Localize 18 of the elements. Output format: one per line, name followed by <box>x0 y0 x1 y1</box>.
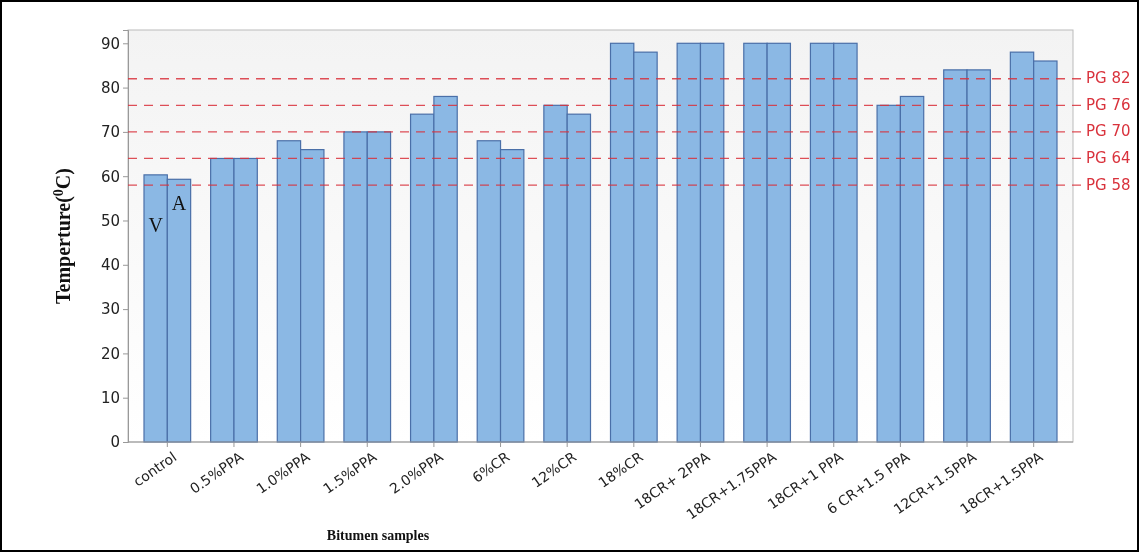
y-tick-label: 90 <box>100 34 120 53</box>
y-tick-label: 30 <box>100 300 120 319</box>
x-axis-title: Bitumen samples <box>326 528 430 543</box>
ref-line-label: PG 58 <box>1086 175 1131 194</box>
y-tick-label: 80 <box>100 78 120 97</box>
ref-line-label: PG 64 <box>1086 148 1131 167</box>
annotation: V <box>148 213 164 236</box>
y-tick-label: 70 <box>100 123 120 142</box>
y-tick-label: 50 <box>100 211 120 230</box>
ref-line-label: PG 70 <box>1086 122 1131 141</box>
ref-line-label: PG 82 <box>1086 69 1131 88</box>
y-tick-label: 10 <box>100 389 120 407</box>
annotation: A <box>171 191 187 214</box>
y-tick-label: 20 <box>100 344 120 363</box>
y-tick-label: 40 <box>100 256 120 275</box>
y-tick-label: 60 <box>100 167 120 186</box>
ref-line-label: PG 76 <box>1086 95 1131 114</box>
y-tick-label: 0 <box>110 433 120 452</box>
